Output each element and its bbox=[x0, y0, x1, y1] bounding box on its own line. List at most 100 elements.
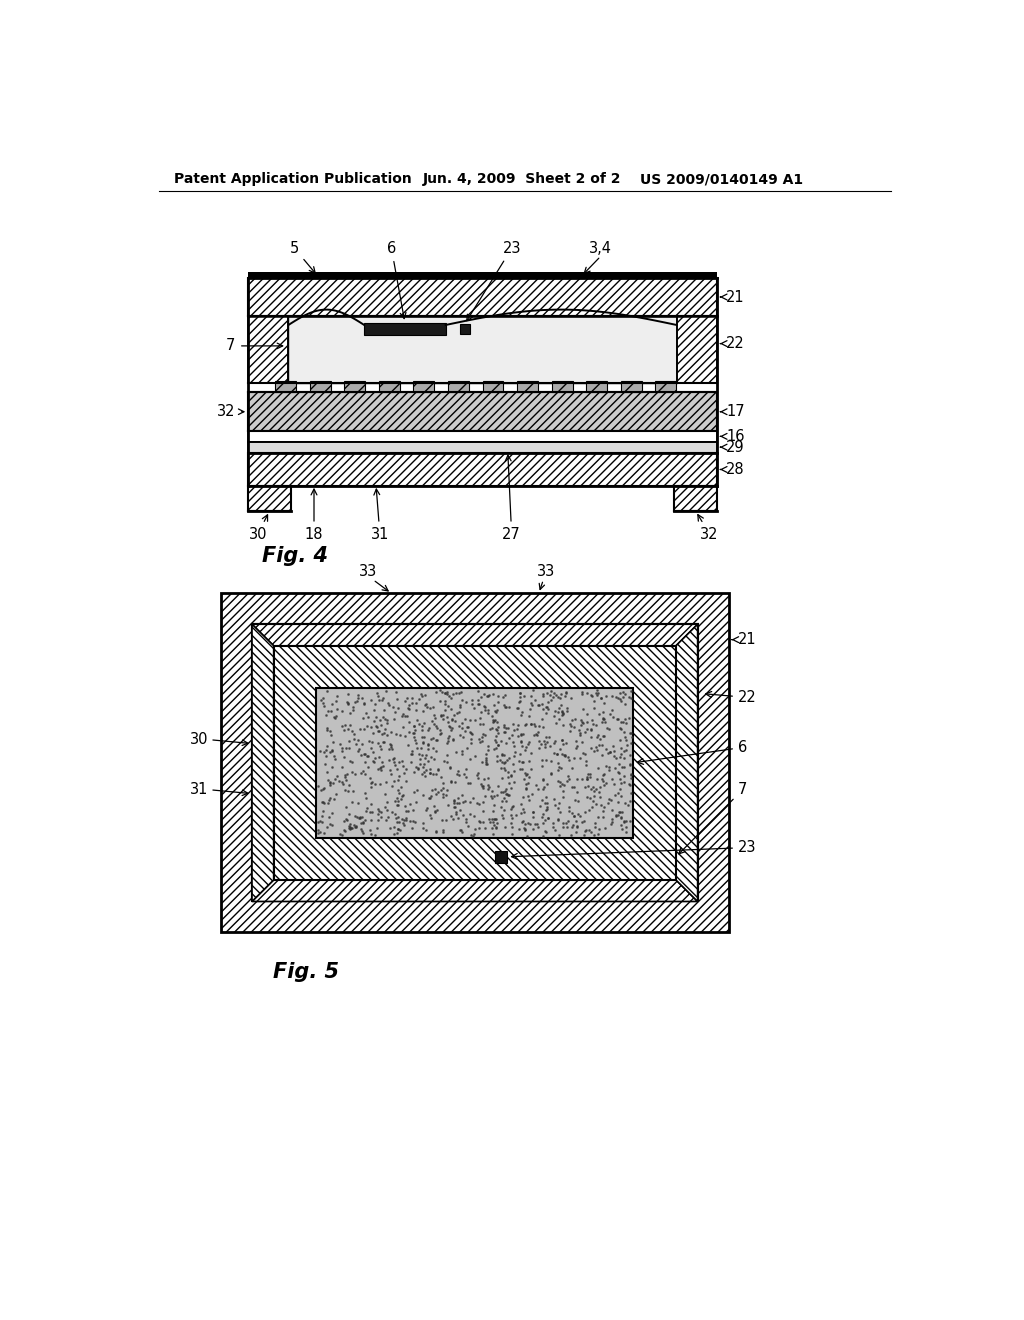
Point bbox=[355, 760, 372, 781]
Point bbox=[410, 709, 426, 730]
Bar bbox=[675, 487, 717, 511]
Point bbox=[480, 809, 497, 830]
Bar bbox=[248, 453, 717, 487]
Point bbox=[535, 717, 551, 738]
Point bbox=[415, 817, 431, 838]
Point bbox=[471, 729, 487, 750]
Point bbox=[536, 730, 552, 751]
Point bbox=[349, 741, 366, 762]
Point bbox=[472, 774, 488, 795]
Point bbox=[415, 715, 431, 737]
Point bbox=[492, 748, 508, 770]
Point bbox=[440, 726, 457, 747]
Point bbox=[595, 725, 611, 746]
Point bbox=[404, 800, 421, 821]
Point bbox=[574, 684, 591, 705]
Point bbox=[516, 817, 532, 838]
Point bbox=[569, 817, 586, 838]
Point bbox=[370, 809, 386, 830]
Bar bbox=[677, 317, 717, 383]
Point bbox=[618, 713, 635, 734]
Point bbox=[622, 722, 638, 743]
Point bbox=[606, 758, 623, 779]
Bar bbox=[248, 442, 717, 453]
Point bbox=[514, 810, 530, 832]
Point bbox=[489, 715, 506, 737]
Point bbox=[485, 694, 502, 715]
Point bbox=[344, 721, 360, 742]
Point bbox=[377, 796, 393, 817]
Point bbox=[496, 715, 512, 737]
Point bbox=[612, 785, 629, 807]
Point bbox=[327, 768, 343, 789]
Point bbox=[427, 801, 443, 822]
Point bbox=[512, 682, 528, 704]
Point bbox=[457, 709, 473, 730]
Point bbox=[336, 810, 352, 832]
Point bbox=[554, 730, 570, 751]
Point bbox=[587, 812, 603, 833]
Point bbox=[590, 725, 606, 746]
Point bbox=[543, 689, 559, 710]
Point bbox=[495, 743, 511, 764]
Point bbox=[408, 692, 424, 713]
Point bbox=[433, 767, 450, 788]
Point bbox=[555, 714, 571, 735]
Point bbox=[577, 801, 593, 822]
Point bbox=[616, 693, 633, 714]
Point bbox=[414, 744, 430, 766]
Point bbox=[392, 725, 409, 746]
Point bbox=[434, 783, 451, 804]
Point bbox=[603, 808, 620, 829]
Point bbox=[438, 779, 455, 800]
Point bbox=[531, 795, 548, 816]
Point bbox=[360, 756, 377, 777]
Point bbox=[480, 777, 497, 799]
Point bbox=[334, 825, 350, 846]
Point bbox=[535, 685, 551, 706]
Point bbox=[352, 763, 369, 784]
Point bbox=[476, 696, 493, 717]
Point bbox=[615, 812, 632, 833]
Point bbox=[407, 729, 423, 750]
Point bbox=[477, 747, 494, 768]
Point bbox=[611, 779, 628, 800]
Point bbox=[364, 801, 380, 822]
Point bbox=[370, 733, 386, 754]
Point bbox=[497, 722, 513, 743]
Point bbox=[340, 738, 356, 759]
Point bbox=[604, 810, 621, 832]
Point bbox=[549, 743, 565, 764]
Bar bbox=[517, 381, 538, 392]
Point bbox=[310, 775, 327, 796]
Point bbox=[553, 758, 569, 779]
Point bbox=[570, 791, 587, 812]
Point bbox=[595, 771, 611, 792]
Point bbox=[472, 713, 488, 734]
Point bbox=[589, 726, 605, 747]
Point bbox=[574, 698, 591, 719]
Point bbox=[446, 792, 463, 813]
Point bbox=[334, 771, 350, 792]
Point bbox=[526, 715, 543, 737]
Point bbox=[622, 708, 638, 729]
Point bbox=[489, 784, 506, 805]
Point bbox=[346, 816, 362, 837]
Point bbox=[571, 805, 588, 826]
Point bbox=[537, 820, 553, 841]
Point bbox=[406, 715, 422, 737]
Point bbox=[343, 818, 359, 840]
Point bbox=[342, 702, 358, 723]
Point bbox=[434, 820, 451, 841]
Point bbox=[454, 820, 470, 841]
Point bbox=[347, 692, 364, 713]
Point bbox=[509, 719, 525, 741]
Point bbox=[550, 792, 566, 813]
Point bbox=[466, 822, 482, 843]
Point bbox=[413, 738, 429, 759]
Point bbox=[518, 774, 535, 795]
Point bbox=[613, 690, 630, 711]
Point bbox=[554, 774, 570, 795]
Point bbox=[601, 756, 617, 777]
Bar bbox=[252, 624, 697, 902]
